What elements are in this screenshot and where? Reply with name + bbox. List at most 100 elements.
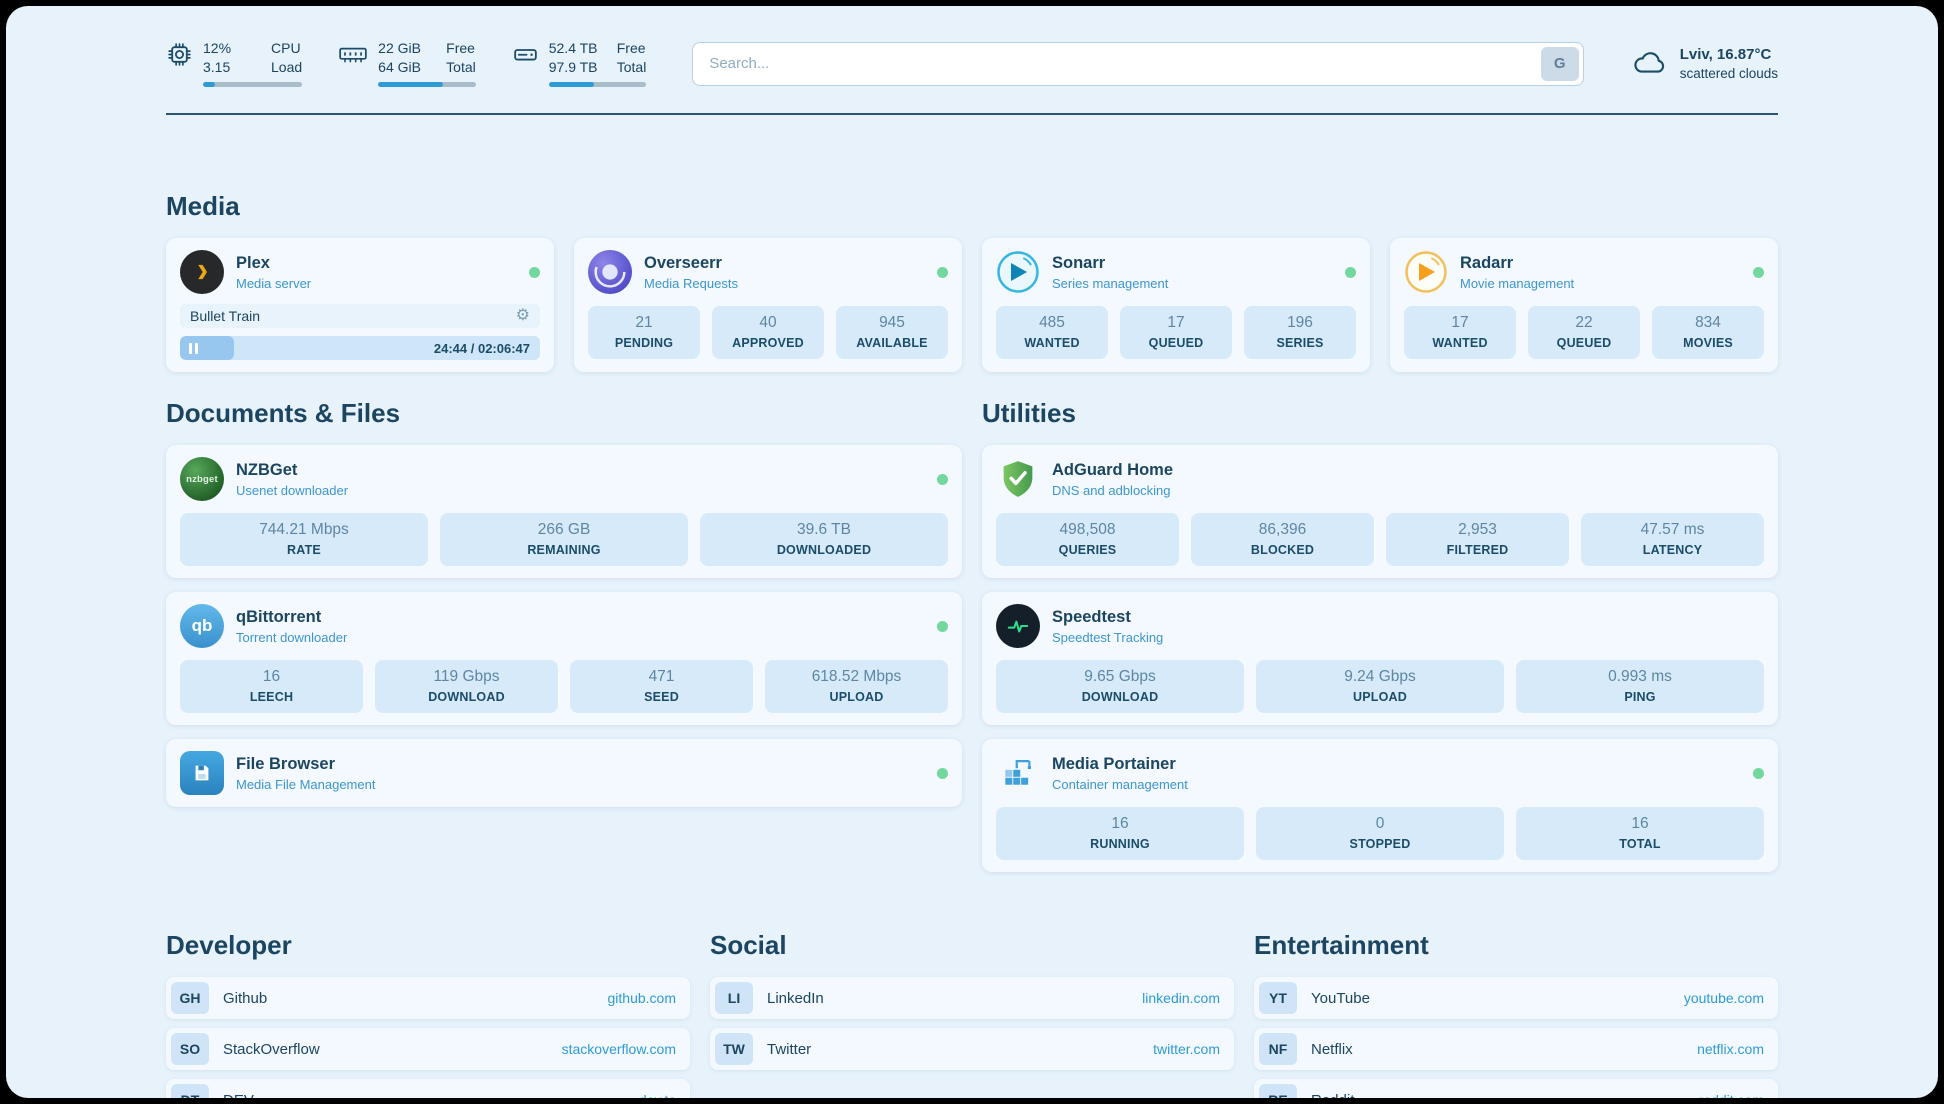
app-subtitle: DNS and adblocking (1052, 482, 1171, 498)
bookmark-url[interactable]: stackoverflow.com (561, 1041, 676, 1058)
bookmark-badge: NF (1259, 1033, 1297, 1066)
status-dot (1753, 266, 1764, 278)
stat-label: LATENCY (1642, 543, 1703, 558)
stat-tile-wanted: 17 WANTED (1404, 306, 1516, 360)
stat-tile-seed: 471 SEED (570, 660, 753, 714)
app-name: File Browser (236, 754, 336, 773)
app-card-radarr[interactable]: Radarr Movie management 17 WANTED 22 QUE… (1390, 238, 1778, 373)
bookmark-row-netflix[interactable]: NF Netflix netflix.com (1254, 1028, 1778, 1071)
stat-label: PENDING (614, 336, 674, 351)
weather-widget: Lviv, 16.87°C scattered clouds (1630, 46, 1778, 81)
stat-value: 39.6 TB (796, 521, 851, 539)
section-title-documents: Documents & Files (166, 398, 401, 429)
app-subtitle: Media File Management (236, 776, 376, 792)
stat-label: DOWNLOADED (776, 543, 872, 558)
bookmark-url[interactable]: twitter.com (1153, 1041, 1220, 1058)
stat-tile-approved: 40 APPROVED (712, 306, 824, 360)
stat-label: BLOCKED (1250, 543, 1315, 558)
section-title-developer: Developer (166, 930, 292, 961)
stat-value: 17 (1451, 314, 1469, 332)
filebrowser-icon (180, 751, 224, 796)
stat-tile-filtered: 2,953 FILTERED (1386, 513, 1569, 567)
app-name: Sonarr (1052, 253, 1106, 272)
stat-value: 9.65 Gbps (1084, 668, 1156, 686)
bookmark-name: LinkedIn (767, 989, 824, 1007)
bookmark-group-entertainment: Entertainment YT YouTube youtube.com NF … (1254, 930, 1778, 1098)
dashboard-content: 12% 3.15 CPU Load (166, 40, 1778, 1098)
app-card-filebrowser[interactable]: File Browser Media File Management (166, 739, 962, 808)
bookmark-url[interactable]: github.com (607, 990, 676, 1007)
qbittorrent-icon: qb (180, 604, 224, 649)
stat-value: 16 (1111, 815, 1129, 833)
section-title-social: Social (710, 930, 787, 961)
app-name: Speedtest (1052, 607, 1131, 626)
pause-icon[interactable] (189, 342, 198, 354)
bookmark-name: DEV (223, 1092, 254, 1098)
app-card-nzbget[interactable]: nzbget NZBGet Usenet downloader 744.21 M… (166, 445, 962, 579)
app-card-portainer[interactable]: Media Portainer Container management 16 … (982, 739, 1778, 873)
disk-progress-bar (548, 82, 647, 88)
overseerr-icon (588, 250, 632, 295)
search: G (692, 41, 1584, 86)
search-input[interactable] (692, 41, 1584, 86)
ram-progress-bar (378, 82, 476, 88)
app-card-speedtest[interactable]: Speedtest Speedtest Tracking 9.65 Gbps D… (982, 592, 1778, 726)
stat-value: 485 (1039, 314, 1065, 332)
cpu-load-value: 3.15 (203, 59, 231, 76)
stat-value: 16 (262, 668, 281, 686)
app-subtitle: Container management (1052, 776, 1188, 792)
stat-tile-download: 9.65 Gbps DOWNLOAD (996, 660, 1244, 714)
stat-label: WANTED (1024, 336, 1080, 351)
app-name: qBittorrent (236, 607, 322, 626)
app-card-plex[interactable]: Plex Media server Bullet Train ⚙ 24:44 (166, 238, 554, 373)
bookmark-url[interactable]: youtube.com (1683, 990, 1764, 1007)
search-engine-button[interactable]: G (1540, 46, 1579, 81)
app-card-qbittorrent[interactable]: qb qBittorrent Torrent downloader 16 LEE… (166, 592, 962, 726)
bookmark-badge: SO (171, 1033, 209, 1066)
app-card-overseerr[interactable]: Overseerr Media Requests 21 PENDING 40 A… (574, 238, 962, 373)
bookmark-url[interactable]: dev.to (639, 1092, 676, 1098)
app-name: Plex (236, 253, 270, 272)
app-subtitle: Media server (236, 275, 312, 291)
app-card-adguard[interactable]: AdGuard Home DNS and adblocking 498,508 … (982, 445, 1778, 579)
stat-value: 21 (635, 314, 653, 332)
stat-value: 834 (1695, 314, 1721, 332)
bookmark-badge: RE (1259, 1084, 1297, 1098)
bookmark-row-twitter[interactable]: TW Twitter twitter.com (710, 1028, 1234, 1071)
app-card-sonarr[interactable]: Sonarr Series management 485 WANTED 17 Q… (982, 238, 1370, 373)
stat-label: AVAILABLE (856, 336, 928, 351)
settings-gear-icon[interactable]: ⚙ (515, 307, 530, 325)
plex-icon (180, 250, 224, 295)
stat-label: QUEUED (1148, 336, 1204, 351)
stat-value: 9.24 Gbps (1344, 668, 1416, 686)
stat-value: 0.993 ms (1608, 668, 1672, 686)
stat-tile-pending: 21 PENDING (588, 306, 700, 360)
bookmark-row-linkedin[interactable]: LI LinkedIn linkedin.com (710, 977, 1234, 1020)
now-playing-title: Bullet Train (190, 308, 261, 325)
stat-tile-latency: 47.57 ms LATENCY (1581, 513, 1764, 567)
stat-label: PING (1624, 690, 1656, 705)
stat-tile-downloaded: 39.6 TB DOWNLOADED (700, 513, 948, 567)
bookmark-url[interactable]: netflix.com (1697, 1041, 1764, 1058)
bookmark-row-reddit[interactable]: RE Reddit reddit.com (1254, 1079, 1778, 1098)
bookmark-name: Github (223, 989, 268, 1007)
stat-tile-available: 945 AVAILABLE (836, 306, 948, 360)
bookmark-row-dev[interactable]: DT DEV dev.to (166, 1079, 690, 1098)
playback-progress[interactable]: 24:44 / 02:06:47 (180, 336, 540, 361)
stat-value: 196 (1287, 314, 1313, 332)
playback-progress-fill[interactable] (180, 336, 234, 361)
dashboard-frame: 12% 3.15 CPU Load (6, 6, 1938, 1098)
bookmark-row-stackoverflow[interactable]: SO StackOverflow stackoverflow.com (166, 1028, 690, 1071)
stat-label: QUERIES (1058, 543, 1117, 558)
bookmark-url[interactable]: reddit.com (1699, 1092, 1764, 1098)
bookmark-row-github[interactable]: GH Github github.com (166, 977, 690, 1020)
ram-total-value: 64 GiB (378, 59, 421, 76)
bookmark-row-youtube[interactable]: YT YouTube youtube.com (1254, 977, 1778, 1020)
stat-tile-queries: 498,508 QUERIES (996, 513, 1179, 567)
ram-icon (338, 41, 368, 87)
bookmark-badge: GH (171, 982, 209, 1015)
stat-tile-ping: 0.993 ms PING (1516, 660, 1764, 714)
bookmark-url[interactable]: linkedin.com (1142, 990, 1220, 1007)
app-subtitle: Movie management (1460, 275, 1575, 291)
stat-value: 16 (1631, 815, 1649, 833)
